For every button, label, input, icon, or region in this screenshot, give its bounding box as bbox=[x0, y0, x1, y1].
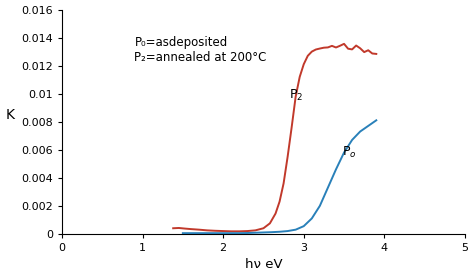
Y-axis label: K: K bbox=[6, 108, 15, 122]
Text: P₀=asdeposited
P₂=annealed at 200°C: P₀=asdeposited P₂=annealed at 200°C bbox=[135, 37, 267, 65]
X-axis label: hν eV: hν eV bbox=[245, 258, 282, 271]
Text: P$_2$: P$_2$ bbox=[289, 88, 303, 104]
Text: P$_o$: P$_o$ bbox=[342, 145, 357, 160]
